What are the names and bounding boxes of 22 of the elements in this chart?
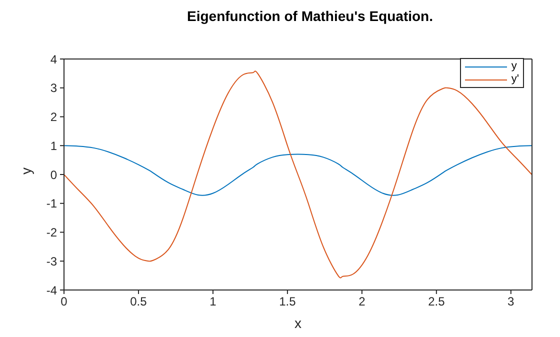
y-tick-label: -4 xyxy=(46,283,58,298)
y-axis-title: y xyxy=(18,168,34,174)
line-series xyxy=(64,145,532,196)
x-axis-title: x xyxy=(294,315,302,331)
chart-title: Eigenfunction of Mathieu's Equation. xyxy=(186,8,434,24)
legend-label: y xyxy=(511,60,517,73)
y-tick-label: 1 xyxy=(50,138,58,153)
x-tick-label: 2 xyxy=(358,294,366,309)
x-tick-label: 2.5 xyxy=(428,294,446,309)
x-tick-label: 0.5 xyxy=(130,294,148,309)
x-tick-label: 1 xyxy=(210,294,217,309)
y-tick-label: 2 xyxy=(50,110,58,124)
x-tick-label: 0 xyxy=(60,294,68,309)
y-tick-label: -2 xyxy=(46,226,58,240)
y-tick-label: -1 xyxy=(46,196,58,211)
x-tick-label: 1.5 xyxy=(279,294,296,309)
y-tick-label: 4 xyxy=(50,52,58,66)
y-tick-label: -3 xyxy=(46,254,58,268)
y-tick-label: 0 xyxy=(50,168,58,182)
legend-label: y' xyxy=(511,73,519,86)
y-tick-label: 3 xyxy=(50,81,58,96)
x-tick-label: 3 xyxy=(508,294,515,309)
